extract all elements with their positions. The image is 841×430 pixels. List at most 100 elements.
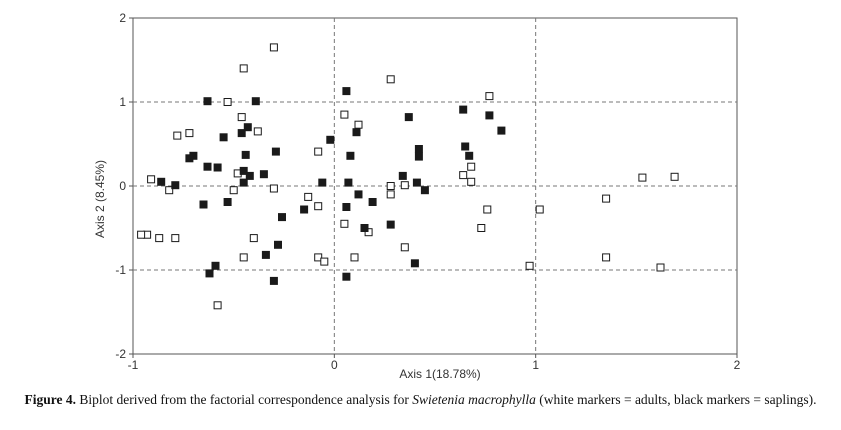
sapling-point [199,200,208,209]
sapling-point [239,178,248,187]
adult-point [386,190,395,199]
sapling-point [300,205,309,214]
sapling-point [203,162,212,171]
adult-point [535,205,544,214]
adult-point [386,182,395,190]
adult-point [249,234,258,243]
sapling-point [219,133,228,142]
adult-point [269,43,278,52]
sapling-point [344,178,353,187]
sapling-point [243,123,252,132]
adult-point [314,147,323,156]
sapling-point [342,203,351,211]
adult-point [239,64,248,73]
y-tick-label: -1 [115,263,126,277]
sapling-point [241,150,250,159]
y-axis-label: Axis 2 (8.45%) [93,160,107,238]
sapling-point [342,87,351,96]
sapling-point [251,97,260,106]
y-tick-label: -2 [115,347,126,361]
adult-point [314,202,323,211]
sapling-point [360,224,369,232]
caption-species: Swietenia macrophylla [412,392,536,407]
x-tick-label: 0 [331,358,338,372]
adult-point [670,172,679,181]
x-tick-label: 2 [734,358,741,372]
sapling-point [211,261,220,270]
adult-point [638,173,647,182]
adult-point [354,120,363,129]
x-axis-label: Axis 1(18.78%) [399,367,480,381]
adult-point [656,263,665,272]
y-tick-label: 0 [119,179,126,193]
adult-point [467,177,476,186]
sapling-point [274,240,282,249]
sapling-point [414,152,423,161]
sapling-point [346,151,355,160]
sapling-point [461,142,470,151]
sapling-point [386,220,395,229]
sapling-point [420,186,429,195]
sapling-point [465,151,474,160]
sapling-point [485,111,494,120]
sapling-point [278,213,286,222]
adult-point [223,98,232,106]
sapling-point [459,105,468,114]
adult-point [340,219,349,228]
x-tick-label: -1 [128,358,139,372]
sapling-point [326,135,335,144]
sapling-point [203,97,212,106]
data-points [137,43,679,310]
sapling-point [245,171,254,180]
adult-point [173,131,182,140]
adult-point [340,110,349,119]
sapling-point [342,272,351,281]
sapling-point [259,170,268,179]
figure-caption: Figure 4. Biplot derived from the factor… [0,391,841,408]
adult-point [386,75,395,84]
sapling-point [404,113,413,122]
adult-point [185,129,194,138]
adult-point [155,234,164,243]
sapling-point [398,171,407,180]
adult-point [314,253,323,262]
adult-point [485,92,494,101]
sapling-point [318,178,327,187]
sapling-point [271,147,280,156]
adult-point [602,194,611,203]
adult-point [602,253,611,262]
adult-point [171,234,180,243]
adult-point [459,171,468,180]
sapling-point [213,163,222,172]
sapling-point [157,177,166,186]
y-tick-label: 2 [119,11,126,25]
adult-point [147,175,156,184]
adult-point [237,113,246,122]
x-tick-label: 1 [532,358,539,372]
adult-point [400,181,409,190]
sapling-point [239,166,248,175]
y-tick-label: 1 [119,95,126,109]
adult-point [213,301,222,310]
caption-text-after: (white markers = adults, black markers =… [535,392,817,407]
sapling-point [223,198,232,206]
sapling-point [189,151,198,160]
adult-point [269,184,278,193]
sapling-point [205,269,214,278]
adult-point [320,257,329,266]
adult-point [477,224,486,232]
adult-point [525,261,534,270]
adult-point [483,205,492,214]
sapling-point [237,129,246,138]
sapling-point [410,259,419,268]
adult-point [304,192,313,201]
sapling-point [261,250,270,259]
adult-point [137,230,146,239]
adult-point [229,186,238,195]
adult-point [165,186,174,195]
adult-point [253,127,262,136]
sapling-point [497,126,506,135]
sapling-point [414,145,423,153]
